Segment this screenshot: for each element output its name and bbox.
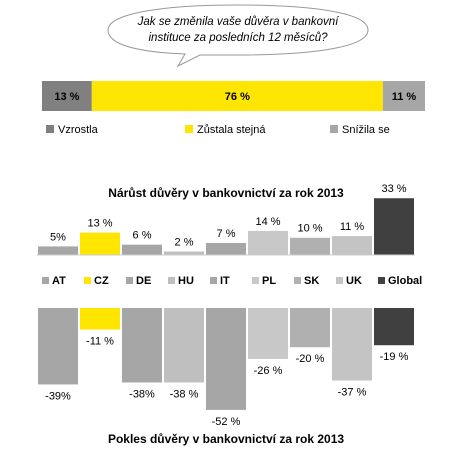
bar [248, 308, 288, 359]
bar [332, 308, 372, 381]
x-tick-label: AT [52, 275, 66, 287]
value-label: 7 % [217, 228, 236, 240]
value-label: -38 % [170, 388, 199, 400]
bar [122, 244, 162, 255]
x-tick-label: UK [346, 275, 362, 287]
bar [290, 237, 330, 255]
legend-marker [46, 125, 54, 133]
bar-segment [91, 81, 383, 111]
category-marker [168, 277, 175, 284]
value-label: 11 % [340, 221, 364, 233]
value-label: 11 % [392, 91, 417, 103]
value-label: -38% [129, 388, 155, 400]
value-label: 13 % [87, 218, 112, 230]
value-label: -20 % [296, 353, 325, 365]
x-tick-label: SK [304, 275, 319, 287]
question-line: instituce za posledních 12 měsíců? [149, 32, 329, 44]
value-label: 14 % [255, 216, 280, 228]
x-tick-label: Global [388, 275, 422, 287]
bar [164, 251, 204, 255]
bar-segment [42, 81, 92, 111]
value-label: -26 % [254, 365, 283, 377]
x-tick-label: DE [136, 275, 151, 287]
bar [38, 246, 78, 255]
category-marker [42, 277, 49, 284]
value-label: 5% [50, 231, 66, 243]
category-marker [294, 277, 301, 284]
category-marker [84, 277, 91, 284]
bar [248, 230, 288, 255]
legend-label: Vzrostla [58, 124, 99, 136]
value-label: 2 % [175, 236, 194, 248]
x-tick-label: HU [178, 275, 194, 287]
value-label: 10 % [297, 223, 322, 235]
category-marker [252, 277, 259, 284]
bar [164, 308, 204, 383]
bar [374, 308, 414, 346]
legend-marker [185, 125, 193, 133]
x-tick-label: CZ [94, 275, 109, 287]
legend-label: Snížila se [342, 124, 390, 136]
value-label: -52 % [212, 416, 241, 428]
value-label: 6 % [133, 230, 152, 242]
question-line: Jak se změnila vaše důvěra v bankovní [137, 16, 341, 28]
bar [290, 308, 330, 348]
value-label: 76 % [225, 91, 250, 103]
bar [206, 242, 246, 255]
value-label: 13 % [54, 91, 79, 103]
chart-title: Pokles důvěry v bankovnictví za rok 2013 [108, 432, 344, 446]
category-marker [336, 277, 343, 284]
category-marker [378, 277, 385, 284]
bar [206, 308, 246, 410]
value-label: -11 % [86, 335, 114, 347]
speech-bubble [107, 4, 369, 68]
bar [332, 236, 372, 255]
value-label: -19 % [380, 351, 409, 363]
x-tick-label: PL [262, 275, 276, 287]
chart-title: Nárůst důvěry v bankovnictví za rok 2013 [108, 186, 344, 200]
value-label: -37 % [338, 386, 367, 398]
category-marker [126, 277, 133, 284]
value-label: -39% [45, 390, 71, 402]
bar [38, 308, 78, 385]
bar [122, 308, 162, 383]
category-marker [210, 277, 217, 284]
bar [80, 232, 120, 255]
bar-segment [382, 81, 425, 111]
legend-label: Zůstala stejná [197, 124, 266, 136]
bar [374, 198, 414, 255]
x-tick-label: IT [220, 275, 230, 287]
legend-marker [330, 125, 338, 133]
bar [80, 308, 120, 330]
value-label: 33 % [381, 183, 406, 195]
